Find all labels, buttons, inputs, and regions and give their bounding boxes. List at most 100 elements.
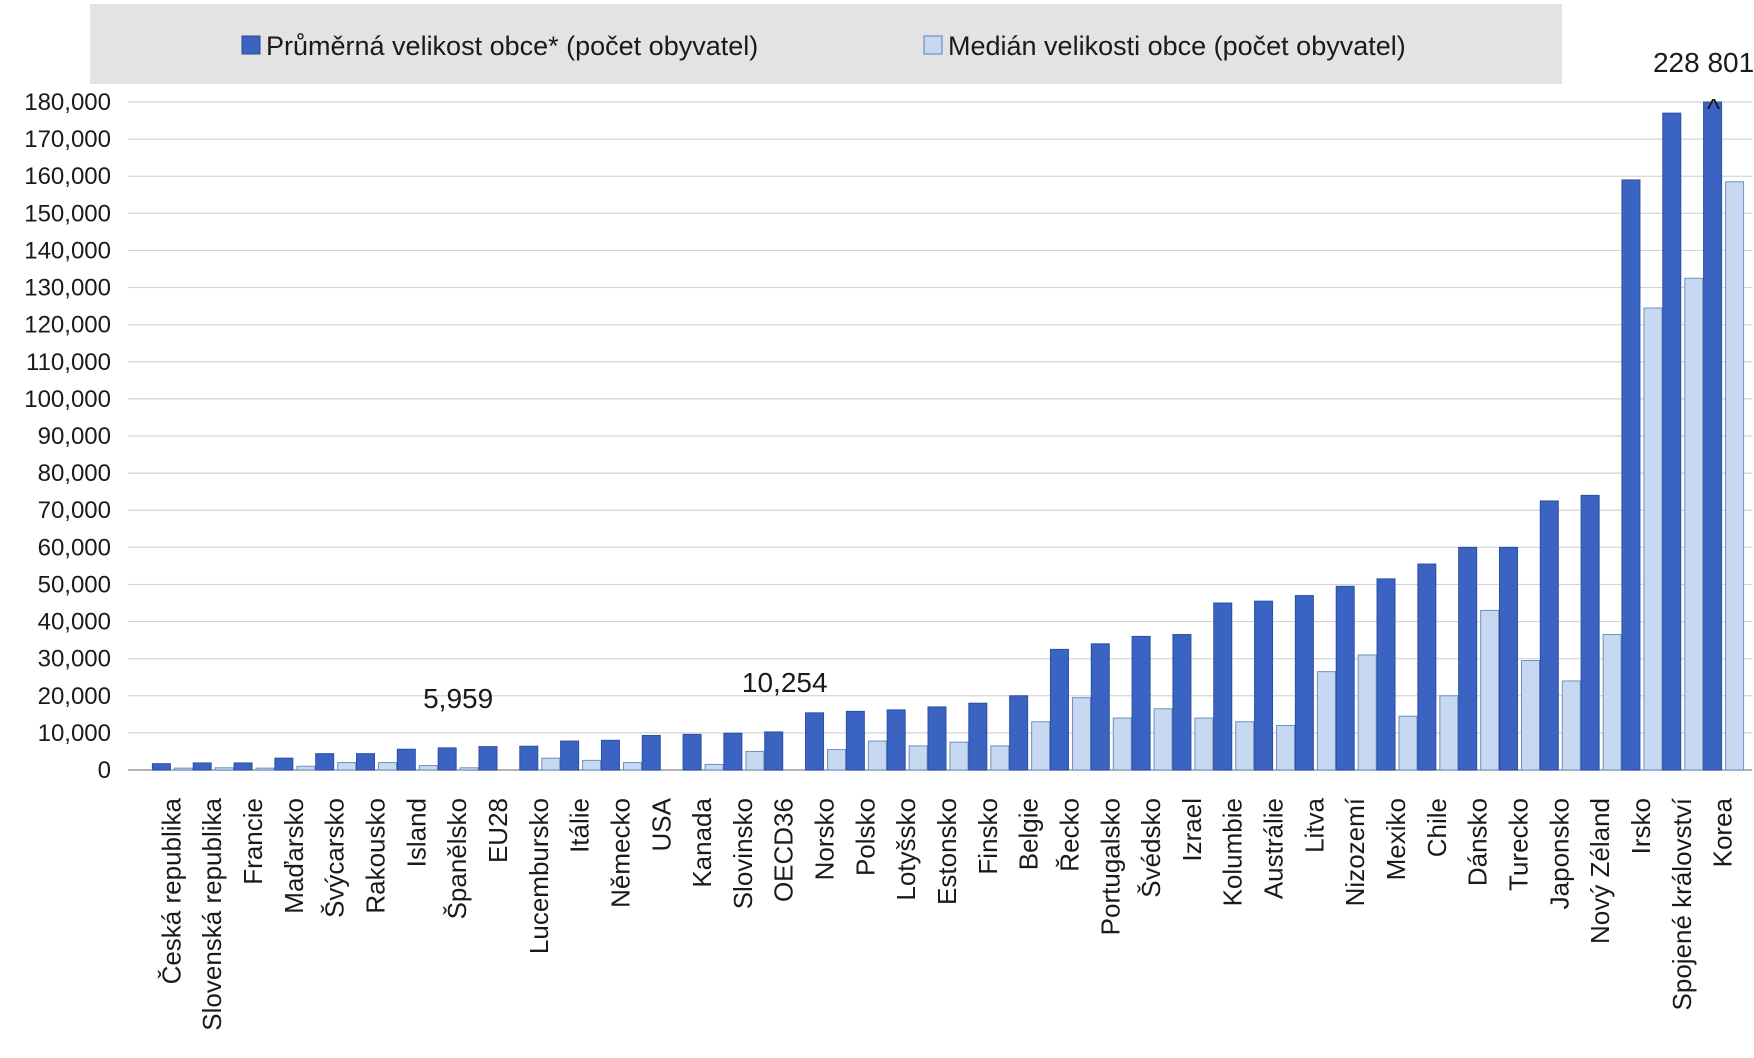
legend-swatch-median: [923, 35, 943, 55]
bar-group-lucembursko: [519, 745, 561, 771]
y-tick-label: 100,000: [24, 386, 111, 413]
x-tick-label: Kolumbie: [1218, 798, 1248, 906]
bar-average-kolumbie: [1213, 602, 1233, 771]
bar-median-australie: [1276, 724, 1296, 771]
bar-group-svedsko: [1131, 635, 1173, 771]
annotation-oecd36: 10,254: [742, 667, 828, 698]
bar-median-novy-zeland: [1602, 634, 1622, 771]
x-tick-label: Slovenská republika: [197, 797, 227, 1030]
bar-average-svycarsko: [315, 753, 335, 771]
bar-group-irsko: [1621, 179, 1663, 771]
x-tick-label: Nizozemí: [1340, 797, 1370, 906]
bar-group-oecd36: [764, 731, 784, 771]
y-tick-label: 130,000: [24, 275, 111, 302]
y-tick-label: 120,000: [24, 312, 111, 339]
bar-group-mexiko: [1376, 578, 1418, 771]
y-tick-label: 10,000: [38, 720, 111, 747]
bar-median-kolumbie: [1235, 721, 1255, 771]
x-tick-label: USA: [646, 797, 676, 851]
bar-median-spojene-kralovstvi: [1684, 277, 1704, 771]
bars: [151, 101, 1745, 771]
y-tick-label: 90,000: [38, 423, 111, 450]
bar-median-izrael: [1194, 717, 1214, 771]
y-axis: 0 10,000 20,000 30,000 40,000 50,000 60,000 70,…: [24, 89, 111, 784]
bar-group-australie: [1254, 600, 1296, 771]
x-tick-label: Švýcarsko: [320, 798, 350, 918]
y-tick-label: 50,000: [38, 571, 111, 598]
bar-average-litva: [1294, 595, 1314, 771]
bar-median-rakousko: [378, 762, 398, 771]
bar-group-finsko: [968, 702, 1010, 771]
x-tick-label: Portugalsko: [1095, 798, 1125, 935]
y-tick-label: 70,000: [38, 497, 111, 524]
x-tick-label: Chile: [1422, 798, 1452, 857]
bar-group-norsko: [805, 712, 847, 771]
bar-group-rakousko: [356, 753, 398, 771]
annotation-spanelsko: 5,959: [423, 683, 493, 714]
bar-group-polsko: [845, 710, 887, 771]
bar-group-italie: [560, 740, 602, 771]
bar-median-recko: [1071, 697, 1091, 771]
bar-median-irsko: [1643, 307, 1663, 771]
bar-average-spojene-kralovstvi: [1662, 112, 1682, 771]
x-tick-label: Japonsko: [1544, 798, 1574, 909]
x-tick-label: Korea: [1708, 797, 1738, 867]
bar-median-ceska-republika: [173, 767, 193, 771]
bar-median-italie: [582, 759, 602, 771]
x-tick-label: Slovinsko: [728, 798, 758, 909]
bar-median-korea: [1725, 181, 1745, 771]
y-tick-label: 30,000: [38, 646, 111, 673]
bar-average-slovinsko: [723, 732, 743, 771]
bar-group-turecko: [1498, 546, 1540, 771]
legend-label-median: Medián velikosti obce (počet obyvatel): [948, 31, 1406, 61]
bar-group-novy-zeland: [1580, 494, 1622, 771]
bar-average-svedsko: [1131, 635, 1151, 771]
bar-average-dansko: [1458, 546, 1478, 771]
bar-median-chile: [1439, 695, 1459, 771]
bar-median-lotyssko: [908, 745, 928, 771]
bar-average-izrael: [1172, 634, 1192, 771]
x-tick-label: Izrael: [1177, 798, 1207, 862]
bar-group-spanelsko: [437, 747, 479, 771]
bar-average-spanelsko: [437, 747, 457, 771]
x-tick-label: Turecko: [1503, 798, 1533, 891]
bar-median-japonsko: [1561, 680, 1581, 771]
y-tick-label: 20,000: [38, 683, 111, 710]
bar-average-turecko: [1498, 546, 1518, 771]
x-tick-label: Dánsko: [1463, 798, 1493, 886]
bar-median-finsko: [990, 745, 1010, 771]
legend-label-average: Průměrná velikost obce* (počet obyvatel): [266, 31, 758, 61]
bar-median-spanelsko: [459, 767, 479, 771]
y-tick-label: 170,000: [24, 126, 111, 153]
bar-average-mexiko: [1376, 578, 1396, 771]
bar-median-mexiko: [1398, 715, 1418, 771]
bar-average-eu28: [478, 746, 498, 771]
bar-group-francie: [233, 762, 275, 771]
bar-average-usa: [641, 734, 661, 771]
x-tick-label: Island: [401, 798, 431, 867]
bar-group-portugalsko: [1090, 643, 1132, 771]
bar-group-korea: [1703, 101, 1745, 771]
x-tick-label: Švédsko: [1136, 798, 1166, 898]
bar-median-portugalsko: [1112, 717, 1132, 771]
x-tick-label: Finsko: [973, 798, 1003, 875]
bar-average-nizozemi: [1335, 585, 1355, 771]
bar-average-island: [396, 748, 416, 771]
bar-median-madarsko: [296, 765, 316, 771]
bar-median-belgie: [1031, 721, 1051, 771]
x-tick-label: Itálie: [565, 798, 595, 853]
bar-group-spojene-kralovstvi: [1662, 112, 1704, 771]
bar-average-slovenska-republika: [192, 762, 212, 771]
bar-average-irsko: [1621, 179, 1641, 771]
bar-group-slovenska-republika: [192, 762, 234, 771]
bar-group-slovinsko: [723, 732, 765, 771]
legend-swatch-average: [241, 35, 261, 55]
x-tick-label: Polsko: [850, 798, 880, 876]
bar-group-svycarsko: [315, 753, 357, 771]
bar-average-italie: [560, 740, 580, 771]
bar-average-ceska-republika: [151, 763, 171, 771]
x-tick-label: Irsko: [1626, 798, 1656, 854]
x-tick-label: Estonsko: [932, 798, 962, 905]
y-tick-label: 60,000: [38, 534, 111, 561]
